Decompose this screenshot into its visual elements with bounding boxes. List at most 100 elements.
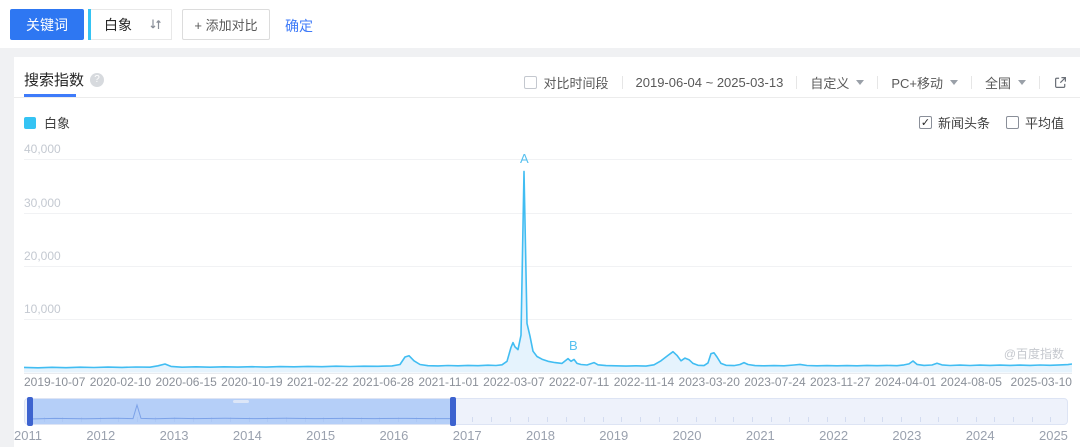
slider-tick <box>882 417 884 422</box>
slider-year-label: 2013 <box>159 428 189 443</box>
x-axis-label: 2022-11-14 <box>613 375 675 389</box>
compare-period-checkbox[interactable]: 对比时间段 <box>524 73 609 92</box>
slider-tick <box>602 417 604 422</box>
compare-period-checkbox-box[interactable] <box>524 76 538 89</box>
slider-tick <box>733 417 735 422</box>
slider-year-label: 2015 <box>306 428 336 443</box>
slider-tick <box>491 417 492 422</box>
keyword-chip[interactable]: 白象 <box>88 9 172 40</box>
slider-tick <box>472 417 474 422</box>
panel-title-text: 搜索指数 <box>24 72 85 89</box>
add-compare-button[interactable]: + 添加对比 <box>182 9 270 40</box>
device-dropdown[interactable]: PC+移动 <box>891 73 958 92</box>
slider-tick <box>565 417 567 422</box>
slider-year-label: 2018 <box>526 428 555 443</box>
average-label: 平均值 <box>1024 116 1064 131</box>
slider-tick <box>751 417 753 422</box>
slider-year-label: 2017 <box>452 428 482 443</box>
keyword-accent-bar <box>88 9 91 40</box>
divider <box>877 76 879 89</box>
gridlines: 10,000 20,000 30,000 40,000 <box>24 140 1072 374</box>
divider <box>970 76 972 89</box>
slider-tick <box>994 417 996 422</box>
x-axis-line <box>24 373 1072 374</box>
legend-item[interactable]: 白象 <box>24 113 70 132</box>
overlay-toggles: ✓ 新闻头条 平均值 <box>918 113 1064 132</box>
gridline <box>24 159 1072 161</box>
sort-icon[interactable] <box>149 18 162 31</box>
slider-tick <box>714 417 716 422</box>
average-checkbox[interactable]: 平均值 <box>1005 113 1064 132</box>
slider-left-handle[interactable] <box>27 397 33 426</box>
slider-tick <box>509 417 511 422</box>
slider-tick <box>975 417 977 422</box>
device-value: PC+移动 <box>891 76 943 91</box>
keyword-button[interactable]: 关键词 <box>10 9 84 40</box>
slider-tick <box>938 417 940 422</box>
slider-year-label: 2016 <box>379 428 409 443</box>
export-button[interactable] <box>1053 75 1068 90</box>
slider-year-label: 2019 <box>599 428 629 443</box>
slider-tick <box>789 417 791 422</box>
x-axis-label: 2023-07-24 <box>744 375 806 389</box>
slider-selected-window[interactable] <box>29 399 453 424</box>
x-axis-label: 2022-07-11 <box>548 375 610 389</box>
gridline <box>24 212 1072 214</box>
index-line-chart[interactable] <box>24 140 1072 374</box>
slider-tick <box>696 417 698 422</box>
point-annotation-a: A <box>520 151 529 167</box>
toolbar: 关键词 白象 + 添加对比 确定 <box>0 0 1080 48</box>
export-icon <box>1055 77 1066 88</box>
chevron-down-icon <box>1018 80 1026 85</box>
region-dropdown[interactable]: 全国 <box>985 73 1026 92</box>
slider-tick <box>1012 417 1014 422</box>
slider-tick <box>1050 417 1052 422</box>
y-axis-tick-label: 20,000 <box>24 248 61 263</box>
active-tab-indicator <box>24 94 76 97</box>
x-axis-label: 2024-04-01 <box>874 375 937 389</box>
x-axis-labels: 2019-10-07 2020-02-10 2020-06-15 2020-10-19… <box>24 375 1072 389</box>
time-range-slider[interactable] <box>24 397 1068 426</box>
chevron-down-icon <box>856 80 865 85</box>
x-axis-label: 2024-08-05 <box>940 375 1002 389</box>
help-icon[interactable]: ? <box>90 72 105 87</box>
range-mode-dropdown[interactable]: 自定义 <box>810 73 865 92</box>
point-annotation-b: B <box>569 338 578 354</box>
confirm-link[interactable]: 确定 <box>285 18 313 34</box>
slider-tick <box>584 417 586 422</box>
slider-move-grip[interactable] <box>233 400 249 403</box>
average-checkbox-box[interactable] <box>1005 116 1019 129</box>
date-range-display[interactable]: 2019-06-04 ~ 2025-03-13 <box>635 75 784 90</box>
watermark: @百度指数 <box>1003 347 1064 361</box>
slider-year-label: 2012 <box>86 428 116 443</box>
slider-year-label: 2011 <box>14 428 42 443</box>
keyword-value: 白象 <box>104 16 132 33</box>
slider-tick <box>546 417 548 422</box>
region-value: 全国 <box>984 76 1011 91</box>
slider-right-handle[interactable] <box>450 397 456 426</box>
divider <box>796 76 798 89</box>
gridline <box>24 319 1072 321</box>
gridline <box>24 265 1072 267</box>
slider-tick <box>528 417 530 422</box>
slider-tick <box>826 417 828 422</box>
slider-tick <box>640 417 642 422</box>
x-axis-label: 2022-03-07 <box>483 375 545 389</box>
x-axis-label: 2020-06-15 <box>155 375 217 389</box>
y-axis-tick-label: 30,000 <box>24 195 61 210</box>
slider-tick <box>1031 417 1033 422</box>
slider-year-label: 2014 <box>232 428 262 443</box>
divider <box>1039 76 1040 89</box>
news-headlines-checkbox-box[interactable]: ✓ <box>918 116 932 129</box>
legend-color-swatch <box>24 116 36 129</box>
compare-period-label: 对比时间段 <box>543 76 609 91</box>
y-axis-tick-label: 10,000 <box>24 302 61 317</box>
news-headlines-checkbox[interactable]: ✓ 新闻头条 <box>918 113 990 132</box>
slider-tick <box>919 417 921 422</box>
slider-year-label: 2024 <box>965 428 995 443</box>
slider-year-label: 2021 <box>745 428 775 443</box>
divider <box>621 76 623 89</box>
tab-search-index[interactable]: 搜索指数 ? <box>24 69 105 90</box>
x-axis-label: 2021-06-28 <box>352 375 414 389</box>
slider-tick <box>621 417 623 422</box>
